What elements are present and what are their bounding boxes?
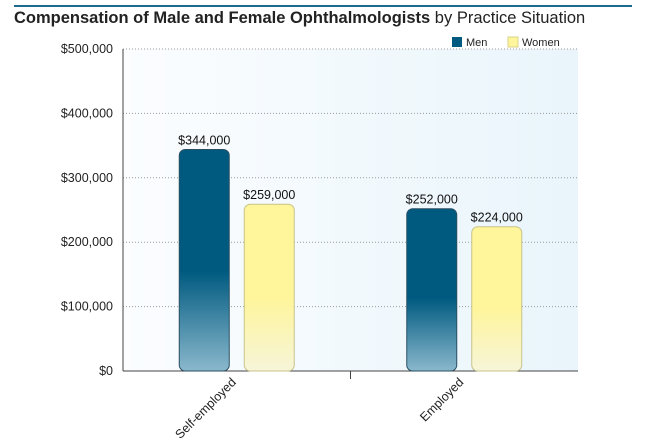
legend-swatch — [452, 37, 462, 47]
legend-swatch — [507, 36, 519, 48]
legend-label: Men — [466, 37, 487, 49]
data-label: $252,000 — [406, 193, 458, 207]
x-tick-label: Self-employed — [172, 375, 238, 439]
x-axis-ticks: Self-employed Employed — [172, 371, 466, 439]
bar-women — [243, 203, 295, 372]
y-tick-label: $100,000 — [61, 300, 113, 314]
data-label: $224,000 — [471, 211, 523, 225]
chart-title-main: Compensation of Male and Female Ophthalm… — [14, 9, 431, 27]
chart-title-sub: by Practice Situation — [430, 9, 586, 27]
y-tick-label: $200,000 — [61, 235, 113, 249]
bar-men — [406, 208, 458, 372]
legend-label: Women — [522, 37, 560, 49]
bars — [178, 148, 523, 372]
y-tick-label: $400,000 — [61, 106, 113, 120]
y-tick-label: $300,000 — [61, 171, 113, 185]
chart-title: Compensation of Male and Female Ophthalm… — [14, 9, 585, 28]
y-tick-label: $500,000 — [61, 42, 113, 56]
legend: Men Women — [452, 36, 560, 49]
bar-women — [471, 226, 523, 372]
data-label: $344,000 — [178, 133, 230, 147]
x-tick-label: Employed — [417, 375, 466, 424]
data-labels: $344,000 $259,000 $252,000 $224,000 — [178, 133, 523, 224]
y-axis-ticks: $0 $100,000 $200,000 $300,000 $400,000 $500,0… — [61, 42, 113, 378]
data-label: $259,000 — [243, 188, 295, 202]
y-tick-label: $0 — [99, 364, 113, 378]
bar-men — [178, 148, 230, 372]
title-rule — [14, 5, 632, 7]
